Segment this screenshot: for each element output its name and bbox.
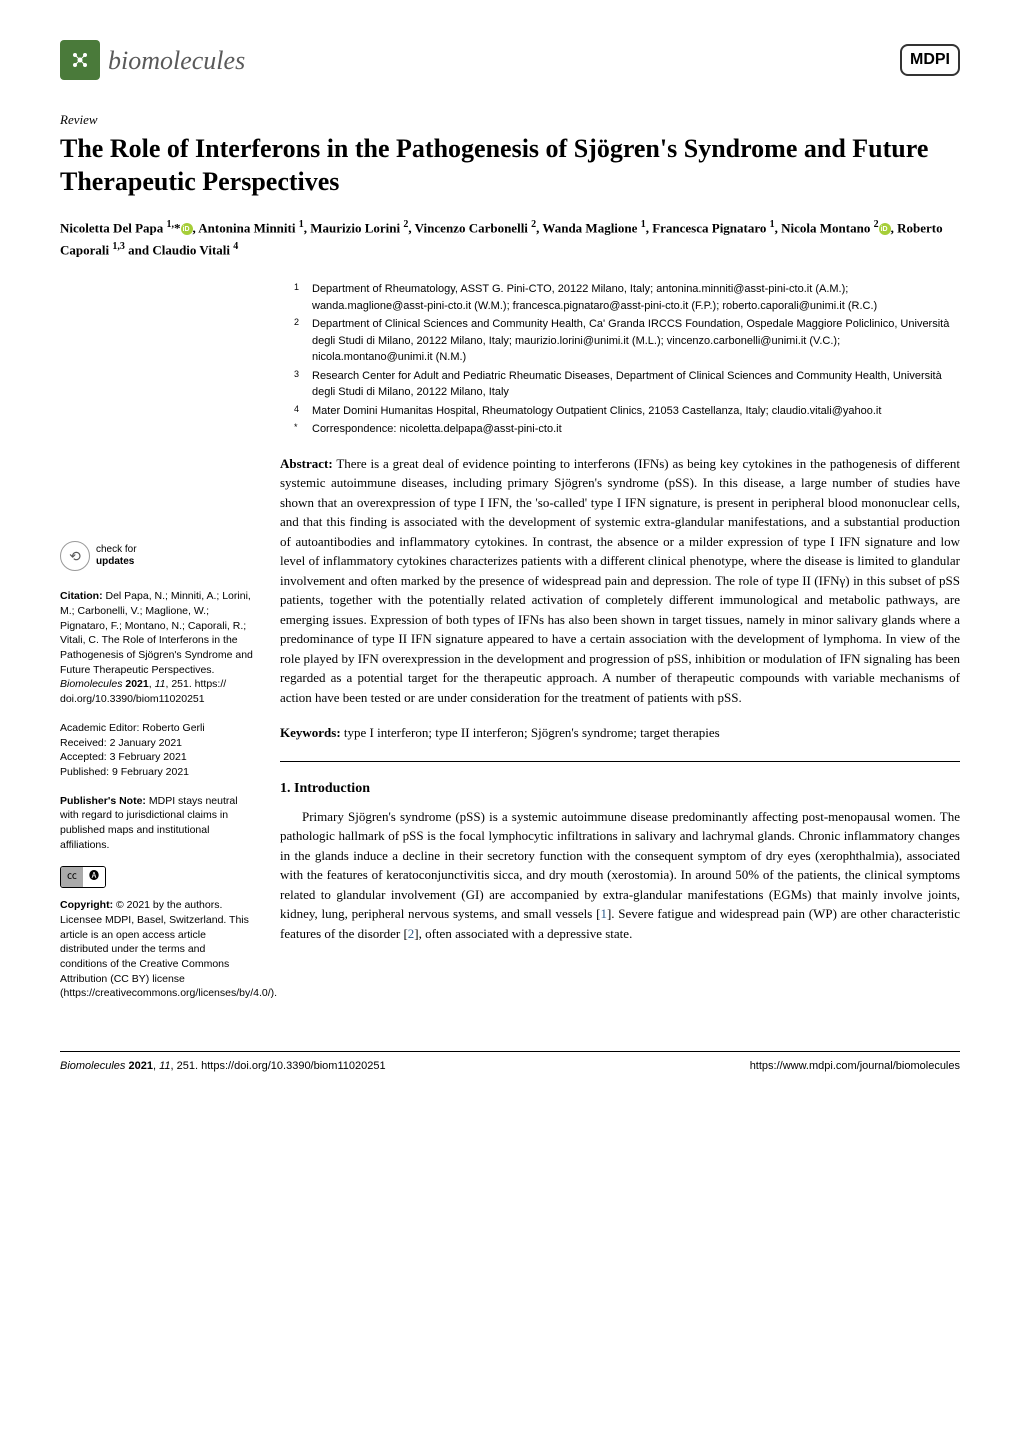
affiliations: 1Department of Rheumatology, ASST G. Pin… [280, 281, 960, 438]
citation-label: Citation: [60, 590, 103, 602]
article-type: Review [60, 110, 960, 130]
abstract: Abstract: There is a great deal of evide… [280, 454, 960, 708]
orcid-icon [181, 223, 193, 235]
editor-info: Academic Editor: Roberto Gerli Received:… [60, 721, 255, 780]
affiliation-item: 3Research Center for Adult and Pediatric… [294, 368, 960, 401]
affiliation-item: 2Department of Clinical Sciences and Com… [294, 316, 960, 366]
affiliation-item: 4Mater Domini Humanitas Hospital, Rheuma… [294, 403, 960, 420]
cc-icon-left: ㏄ [61, 867, 83, 887]
journal-logo: biomolecules [60, 40, 245, 80]
reference-link[interactable]: 1 [600, 906, 607, 921]
copyright-text: © 2021 by the authors. Licensee MDPI, Ba… [60, 899, 277, 999]
abstract-label: Abstract: [280, 456, 333, 471]
orcid-icon [879, 223, 891, 235]
journal-icon [60, 40, 100, 80]
section-heading: 1. Introduction [280, 778, 960, 799]
main-content: ⟲ check forupdates Citation: Del Papa, N… [60, 281, 960, 1001]
author-list: Nicoletta Del Papa 1,*, Antonina Minniti… [60, 217, 960, 261]
footer-right: https://www.mdpi.com/journal/biomolecule… [750, 1058, 960, 1075]
citation-year: 2021 [125, 678, 148, 690]
accepted-date: Accepted: 3 February 2021 [60, 750, 255, 765]
affiliation-item: 1Department of Rheumatology, ASST G. Pin… [294, 281, 960, 314]
divider [280, 761, 960, 762]
body-paragraph: Primary Sjögren's syndrome (pSS) is a sy… [280, 807, 960, 944]
article-title: The Role of Interferons in the Pathogene… [60, 132, 960, 200]
keywords-text: type I interferon; type II interferon; S… [344, 725, 720, 740]
abstract-text: There is a great deal of evidence pointi… [280, 456, 960, 705]
citation-journal: Biomolecules [60, 678, 122, 690]
check-updates[interactable]: ⟲ check forupdates [60, 541, 255, 571]
cc-badge: ㏄ 🅐 [60, 866, 255, 888]
page-header: biomolecules MDPI [60, 40, 960, 80]
citation-block: Citation: Del Papa, N.; Minniti, A.; Lor… [60, 589, 255, 707]
journal-name: biomolecules [108, 41, 245, 80]
keywords: Keywords: type I interferon; type II int… [280, 723, 960, 743]
page-footer: Biomolecules 2021, 11, 251. https://doi.… [60, 1051, 960, 1075]
publisher-note-label: Publisher's Note: [60, 795, 146, 807]
footer-left: Biomolecules 2021, 11, 251. https://doi.… [60, 1058, 386, 1075]
published-date: Published: 9 February 2021 [60, 765, 255, 780]
check-updates-icon: ⟲ [60, 541, 90, 571]
check-updates-label: check forupdates [96, 544, 137, 568]
main-column: 1Department of Rheumatology, ASST G. Pin… [280, 281, 960, 1001]
copyright-label: Copyright: [60, 899, 113, 911]
cc-icon-right: 🅐 [83, 867, 105, 887]
received-date: Received: 2 January 2021 [60, 736, 255, 751]
publisher-note: Publisher's Note: MDPI stays neutral wit… [60, 794, 255, 853]
academic-editor: Academic Editor: Roberto Gerli [60, 721, 255, 736]
affiliation-item: *Correspondence: nicoletta.delpapa@asst-… [294, 421, 960, 438]
keywords-label: Keywords: [280, 725, 341, 740]
sidebar: ⟲ check forupdates Citation: Del Papa, N… [60, 281, 255, 1001]
citation-text: Del Papa, N.; Minniti, A.; Lorini, M.; C… [60, 590, 253, 675]
copyright-block: Copyright: © 2021 by the authors. Licens… [60, 898, 255, 1001]
publisher-logo: MDPI [900, 44, 960, 76]
reference-link[interactable]: 2 [408, 926, 415, 941]
